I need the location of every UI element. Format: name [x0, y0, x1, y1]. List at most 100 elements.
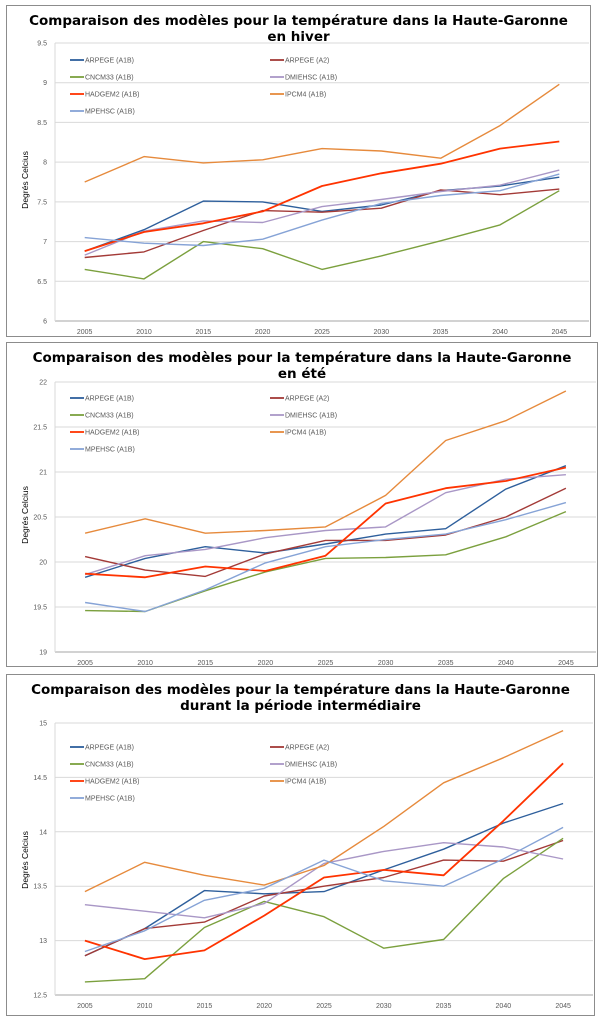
legend-label: ARPEGE (A1B) [85, 745, 134, 752]
legend-label: ARPEGE (A1B) [85, 58, 134, 65]
legend-label: ARPEGE (A2) [285, 396, 329, 403]
series-line-cncm33-a1b [84, 190, 560, 280]
chart-subtitle: durant la période intermédiaire [180, 698, 421, 714]
series-line-hadgem2-a1b [84, 140, 560, 252]
legend-label: MPEHSC (A1B) [85, 796, 135, 803]
series-line-dmiehsc-a1b [84, 474, 566, 576]
series-line-hadgem2-a1b [84, 762, 564, 960]
chart-panel-intermediate: Comparaison des modèles pour la températ… [6, 674, 595, 1016]
x-tick-label: 2045 [555, 1003, 571, 1010]
y-tick-label: 22 [39, 380, 47, 387]
x-tick-label: 2040 [492, 329, 508, 336]
y-tick-label: 8.5 [37, 120, 47, 127]
y-tick-label: 13.5 [33, 884, 47, 891]
legend-label: CNCM33 (A1B) [85, 75, 134, 82]
legend-label: IPCM4 (A1B) [285, 430, 326, 437]
x-tick-label: 2015 [197, 1003, 213, 1010]
x-tick-label: 2020 [256, 1003, 272, 1010]
legend-label: ARPEGE (A2) [285, 745, 329, 752]
legend-label: ARPEGE (A1B) [85, 396, 134, 403]
y-tick-label: 20 [39, 560, 47, 567]
x-tick-label: 2025 [314, 329, 330, 336]
chart-title-intermediate: Comparaison des modèles pour la températ… [7, 682, 594, 714]
x-tick-label: 2015 [197, 660, 213, 667]
x-tick-label: 2040 [496, 1003, 512, 1010]
legend-label: HADGEM2 (A1B) [85, 92, 139, 99]
chart-title-main: Comparaison des modèles pour la températ… [29, 13, 568, 29]
legend-label: DMIEHSC (A1B) [285, 413, 337, 420]
x-tick-label: 2005 [77, 1003, 93, 1010]
x-tick-label: 2025 [318, 660, 334, 667]
series-line-dmiehsc-a1b [84, 842, 564, 919]
y-tick-label: 7 [43, 239, 47, 246]
y-tick-label: 6.5 [37, 279, 47, 286]
x-tick-label: 2040 [498, 660, 514, 667]
y-axis-label: Degrés Celcius [20, 486, 30, 544]
legend-label: ARPEGE (A2) [285, 58, 329, 65]
y-tick-label: 14.5 [33, 775, 47, 782]
y-tick-label: 20.5 [33, 515, 47, 522]
chart-title-main: Comparaison des modèles pour la températ… [32, 350, 572, 366]
chart-subtitle: en été [277, 366, 327, 382]
y-axis-label: Degrés Celcius [20, 831, 30, 889]
y-tick-label: 13 [39, 938, 47, 945]
y-tick-label: 7.5 [37, 199, 47, 206]
legend-label: MPEHSC (A1B) [85, 109, 135, 116]
legend-label: DMIEHSC (A1B) [285, 75, 337, 82]
x-tick-label: 2035 [433, 329, 449, 336]
chart-panel-summer: Comparaison des modèles pour la températ… [6, 342, 598, 667]
legend: ARPEGE (A1B) ARPEGE (A2) CNCM33 (A1B) DMIEH… [70, 396, 337, 454]
chart-0: 6 6.5 7 7.5 8 8.5 9 9.5 2005 2010 2015 2020 2025 2030… [20, 41, 589, 336]
legend-label: MPEHSC (A1B) [85, 447, 135, 454]
legend-label: IPCM4 (A1B) [285, 92, 326, 99]
x-tick-label: 2045 [558, 660, 574, 667]
x-tick-label: 2020 [258, 660, 274, 667]
legend-label: DMIEHSC (A1B) [285, 762, 337, 769]
legend-label: IPCM4 (A1B) [285, 779, 326, 786]
x-tick-label: 2010 [136, 329, 152, 336]
y-tick-label: 15 [39, 721, 47, 728]
x-tick-label: 2025 [316, 1003, 332, 1010]
x-tick-label: 2005 [77, 660, 93, 667]
x-tick-label: 2035 [438, 660, 454, 667]
chart-subtitle: en hiver [267, 29, 330, 45]
x-tick-label: 2045 [552, 329, 568, 336]
series-line-mpehsc-a1b [84, 826, 564, 953]
chart-title-winter: Comparaison des modèles pour la températ… [7, 13, 590, 45]
y-tick-label: 19.5 [33, 605, 47, 612]
y-axis-label: Degrés Celcius [20, 151, 30, 209]
x-tick-label: 2030 [376, 1003, 392, 1010]
y-tick-label: 21.5 [33, 425, 47, 432]
x-tick-label: 2010 [137, 1003, 153, 1010]
series-line-cncm33-a1b [84, 837, 564, 983]
series-line-mpehsc-a1b [84, 173, 560, 247]
series-line-dmiehsc-a1b [84, 169, 560, 256]
x-tick-label: 2030 [378, 660, 394, 667]
x-tick-label: 2020 [255, 329, 271, 336]
legend-label: HADGEM2 (A1B) [85, 779, 139, 786]
chart-1: 19 19.5 20 20.5 21 21.5 22 2005 2010 2015 2020 2025… [20, 380, 596, 667]
x-tick-label: 2005 [77, 329, 93, 336]
series-line-hadgem2-a1b [85, 466, 567, 579]
y-tick-label: 14 [39, 829, 47, 836]
y-tick-label: 6 [43, 319, 47, 326]
series-line-arpege-a1b [84, 802, 564, 957]
series-line-arpege-a1b [84, 465, 567, 578]
series-line-ipcm4-a1b [84, 390, 567, 534]
y-tick-label: 19 [39, 650, 47, 657]
series-line-arpege-a2 [84, 839, 564, 957]
chart-title-main: Comparaison des modèles pour la températ… [31, 682, 570, 698]
x-tick-label: 2015 [196, 329, 212, 336]
series-line-arpege-a2 [84, 188, 560, 259]
legend: ARPEGE (A1B) ARPEGE (A2) CNCM33 (A1B) DMIEH… [70, 58, 337, 116]
y-tick-label: 21 [39, 470, 47, 477]
y-tick-label: 12.5 [33, 993, 47, 1000]
y-tick-label: 9.5 [37, 41, 47, 48]
legend-label: CNCM33 (A1B) [85, 413, 134, 420]
x-tick-label: 2010 [137, 660, 153, 667]
legend-label: CNCM33 (A1B) [85, 762, 134, 769]
series-line-ipcm4-a1b [84, 83, 560, 183]
chart-title-summer: Comparaison des modèles pour la températ… [7, 350, 597, 382]
y-tick-label: 8 [43, 160, 47, 167]
